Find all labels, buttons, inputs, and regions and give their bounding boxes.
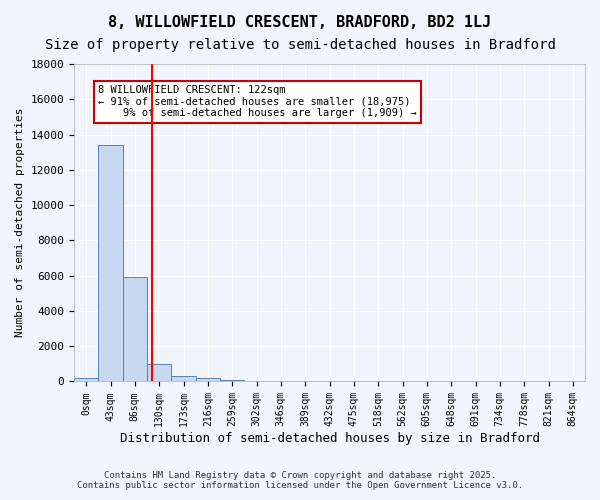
Text: 8, WILLOWFIELD CRESCENT, BRADFORD, BD2 1LJ: 8, WILLOWFIELD CRESCENT, BRADFORD, BD2 1… <box>109 15 491 30</box>
Bar <box>74 378 98 382</box>
Bar <box>196 378 220 382</box>
Bar <box>98 145 122 382</box>
X-axis label: Distribution of semi-detached houses by size in Bradford: Distribution of semi-detached houses by … <box>119 432 539 445</box>
Bar <box>122 278 147 382</box>
Bar <box>244 380 269 382</box>
Bar <box>220 380 244 382</box>
Y-axis label: Number of semi-detached properties: Number of semi-detached properties <box>15 108 25 338</box>
Text: Size of property relative to semi-detached houses in Bradford: Size of property relative to semi-detach… <box>44 38 556 52</box>
Bar <box>172 376 196 382</box>
Text: 8 WILLOWFIELD CRESCENT: 122sqm
← 91% of semi-detached houses are smaller (18,975: 8 WILLOWFIELD CRESCENT: 122sqm ← 91% of … <box>98 85 417 118</box>
Text: Contains HM Land Registry data © Crown copyright and database right 2025.
Contai: Contains HM Land Registry data © Crown c… <box>77 470 523 490</box>
Bar <box>147 364 172 382</box>
